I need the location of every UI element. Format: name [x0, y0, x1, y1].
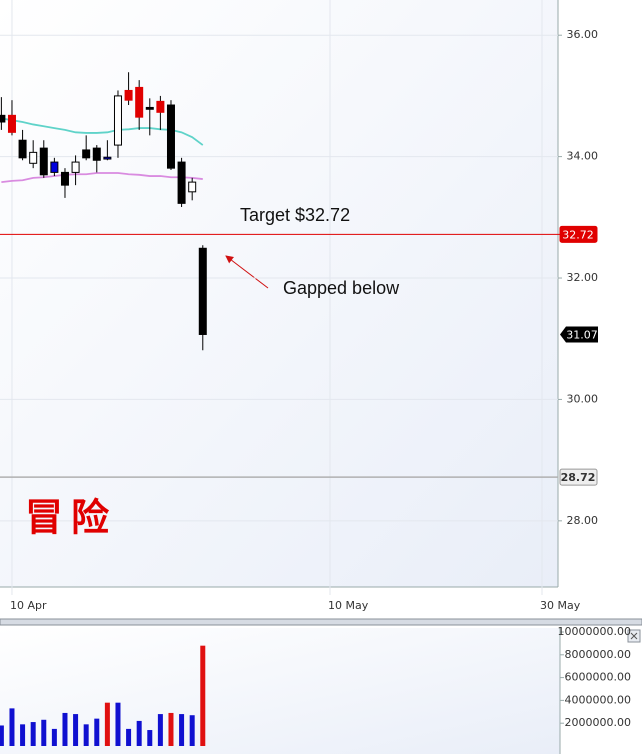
y-tick-label: 36.00 [567, 28, 599, 41]
candle-body [166, 104, 175, 169]
volume-bar [51, 728, 57, 746]
moving-average [1, 172, 203, 184]
candle-body [156, 100, 165, 113]
volume-bar [147, 730, 153, 746]
x-tick-label: 30 May [540, 599, 581, 612]
candle-body [198, 247, 207, 335]
volume-bar [30, 722, 36, 746]
candle-body [7, 114, 16, 133]
volume-bar [0, 725, 4, 746]
y-tick-label: 32.00 [567, 271, 599, 284]
y-tick-label: 2000000.00 [565, 716, 631, 729]
volume-bar [115, 702, 121, 746]
y-tick-label: 34.00 [567, 150, 599, 163]
candle-body [113, 95, 122, 146]
volume-bar [168, 712, 174, 746]
x-tick-label: 10 May [328, 599, 369, 612]
volume-bar [104, 702, 110, 746]
last-price-tag [560, 326, 598, 343]
volume-plot-bg [0, 628, 560, 754]
close-icon [630, 632, 638, 640]
volume-bar [200, 645, 206, 746]
candle-body [135, 86, 144, 118]
candle-body [71, 161, 80, 173]
volume-bar [20, 724, 26, 746]
volume-bar [41, 719, 47, 746]
price-tag-label: 28.72 [561, 471, 596, 484]
price-tag [559, 468, 598, 486]
volume-bar [9, 708, 15, 746]
candle-body [124, 89, 133, 101]
annotation-arrow [225, 255, 269, 289]
y-tick-label: 28.00 [567, 514, 599, 527]
candle-body [188, 181, 197, 193]
price-tag-label: 32.72 [562, 228, 594, 241]
candle-body [103, 156, 112, 160]
volume-bar [73, 714, 79, 746]
candle-body [145, 106, 154, 110]
volume-bar [136, 720, 142, 746]
volume-bar [157, 714, 163, 746]
volume-bar [179, 714, 185, 746]
candle-body [92, 147, 101, 161]
annotation: Gapped below [283, 278, 400, 298]
y-tick-label: 8000000.00 [565, 648, 631, 661]
price-tag [559, 225, 598, 243]
candle-body [82, 149, 91, 159]
candle-body [18, 139, 27, 159]
volume-bar [189, 715, 195, 746]
candle-body [29, 151, 38, 164]
candle-body [60, 171, 69, 186]
panel-separator[interactable] [0, 618, 642, 626]
y-tick-label: 10000000.00 [558, 625, 631, 638]
y-tick-label: 6000000.00 [565, 671, 631, 684]
price-plot-bg [0, 0, 558, 587]
candle-body [177, 161, 186, 204]
volume-bar [126, 728, 132, 746]
x-tick-label: 10 Apr [10, 599, 47, 612]
volume-bar [83, 724, 89, 746]
last-price-label: 31.07 [566, 328, 598, 341]
volume-bar [62, 712, 68, 746]
candle-body [0, 114, 6, 123]
y-tick-label: 4000000.00 [565, 693, 631, 706]
y-tick-label: 30.00 [567, 392, 599, 405]
candle-body [39, 147, 48, 176]
annotation: 冒险 [25, 495, 117, 540]
candle-body [50, 161, 59, 173]
volume-bar [94, 718, 100, 746]
annotation: Target $32.72 [240, 205, 350, 225]
